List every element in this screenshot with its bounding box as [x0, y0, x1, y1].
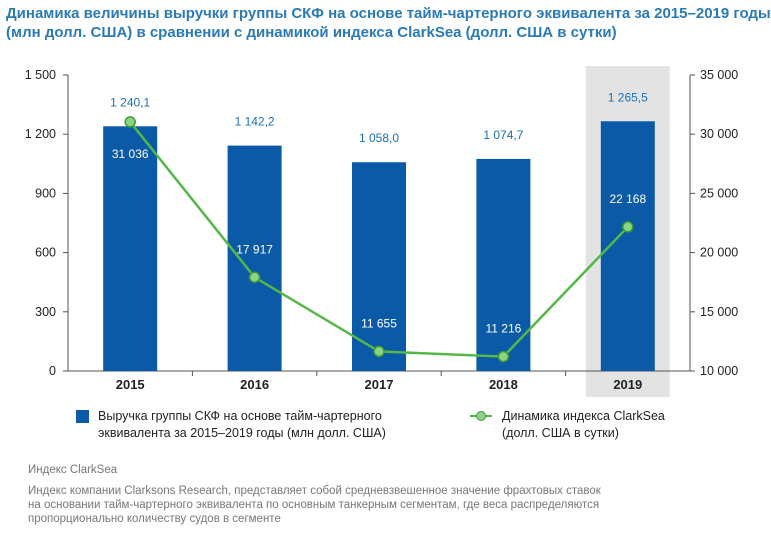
y-right-tick-label-15000: 15 000 — [700, 305, 738, 319]
legend-line-label-line-1: Динамика индекса ClarkSea — [502, 409, 665, 423]
legend-bar-label-line-2: эквивалента за 2015–2019 годы (млн долл.… — [98, 426, 386, 440]
category-label-2017: 2017 — [365, 377, 394, 392]
category-label-2016: 2016 — [240, 377, 269, 392]
y-right-tick-label-25000: 25 000 — [700, 186, 738, 200]
bar-value-label-2017: 1 058,0 — [359, 131, 399, 145]
clarksea-point-2016 — [248, 271, 261, 284]
legend-line-marker — [476, 411, 486, 421]
bar-2015 — [103, 126, 158, 372]
note-heading: Индекс ClarkSea — [28, 464, 118, 476]
bar-value-label-2016: 1 142,2 — [235, 115, 275, 129]
clarksea-point-2015 — [124, 116, 136, 128]
chart-title: Динамика величины выручки группы СКФ на … — [6, 4, 771, 42]
note-line-1: Индекс компании Clarksons Research, пред… — [28, 485, 601, 497]
bar-value-label-2018: 1 074,7 — [483, 128, 523, 142]
y-left-tick-label-1200: 1 200 — [25, 127, 56, 141]
clarksea-value-label-2016: 17 917 — [236, 242, 273, 256]
y-right-tick-label-10000: 10 000 — [700, 364, 738, 378]
clarksea-value-label-2018: 11 216 — [485, 322, 521, 336]
clarksea-value-label-2015: 31 036 — [112, 147, 149, 161]
clarksea-point-2019 — [622, 221, 634, 233]
bar-2017 — [352, 162, 406, 371]
y-left-tick-label-900: 900 — [35, 186, 56, 200]
y-right-tick-label-30000: 30 000 — [700, 127, 738, 141]
clarksea-point-2018 — [497, 350, 510, 363]
category-label-2015: 2015 — [116, 377, 145, 392]
bar-2016 — [227, 145, 282, 371]
y-left-tick-label-0: 0 — [49, 364, 56, 378]
chart-title-line-2: (млн долл. США) в сравнении с динамикой … — [6, 24, 617, 41]
y-left-tick-label-300: 300 — [35, 305, 56, 319]
legend-bar-swatch — [76, 410, 89, 423]
note-line-3: пропорционально количеству судов в сегме… — [28, 513, 281, 525]
legend-line-entry: Динамика индекса ClarkSea (долл. США в с… — [470, 408, 665, 442]
clarksea-value-label-2017: 11 655 — [361, 316, 397, 330]
combo-chart: 0 300 600 900 1 200 1 500 10 000 15 000 20 000 25… — [25, 66, 738, 397]
bar-value-label-2019: 1 265,5 — [608, 90, 648, 104]
legend-bar-entry: Выручка группы СКФ на основе тайм-чартер… — [76, 408, 386, 442]
clarksea-point-2017 — [373, 345, 385, 358]
y-left-tick-label-600: 600 — [35, 246, 56, 260]
clarksea-value-label-2019: 22 168 — [609, 192, 646, 206]
y-right-tick-label-20000: 20 000 — [700, 246, 738, 260]
category-label-2018: 2018 — [489, 377, 518, 392]
bar-value-label-2015: 1 240,1 — [110, 95, 150, 109]
y-left-tick-label-1500: 1 500 — [25, 68, 56, 82]
legend-bar-label-line-1: Выручка группы СКФ на основе тайм-чартер… — [98, 409, 382, 423]
y-right-tick-label-35000: 35 000 — [700, 68, 738, 82]
bar-2018 — [476, 158, 531, 371]
note-line-2: на основании тайм-чартерного эквивалента… — [28, 499, 600, 511]
legend-line-label-line-2: (долл. США в сутки) — [502, 426, 619, 440]
category-label-2019: 2019 — [613, 377, 642, 392]
chart-title-line-1: Динамика величины выручки группы СКФ на … — [6, 5, 771, 22]
